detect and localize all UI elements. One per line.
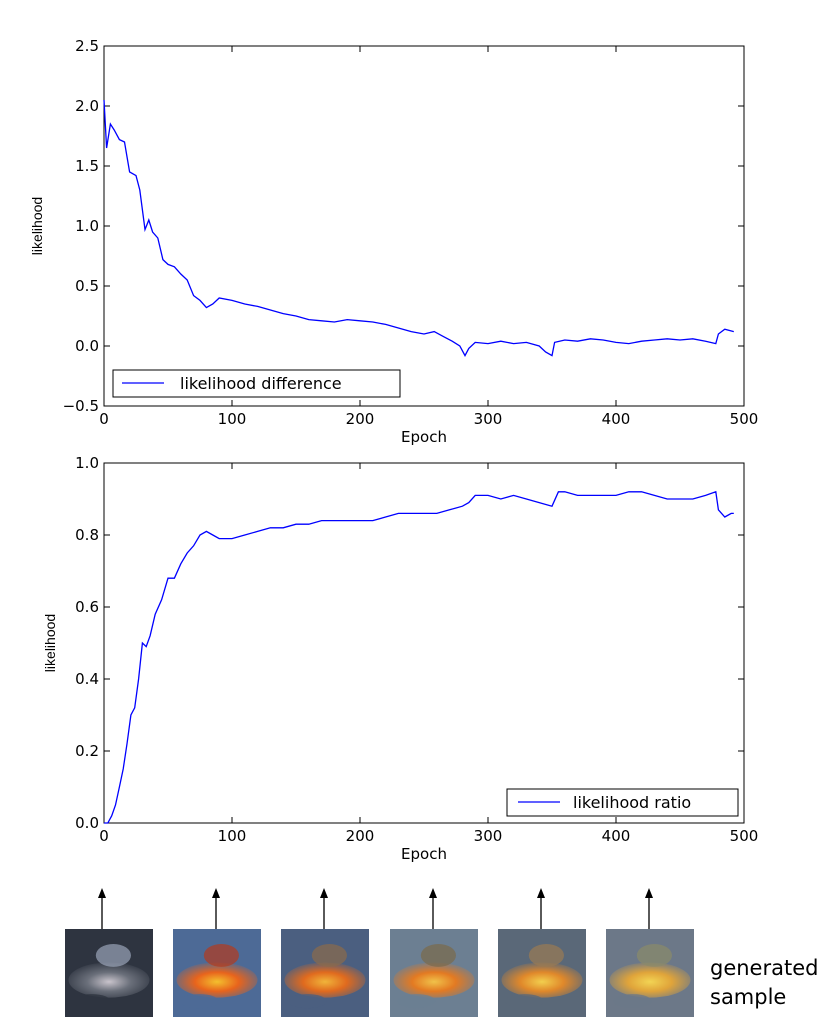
y-tick-label: 0.2 bbox=[75, 742, 99, 760]
sample-blob bbox=[393, 962, 475, 998]
chart-likelihood-difference: 0 100 200 300 400 500 −0.50.00.51.01.52.02.5 … bbox=[29, 37, 758, 446]
generated-sample-2 bbox=[173, 929, 261, 1017]
sample-bottom-shadow bbox=[613, 994, 652, 1009]
sample-top-patch bbox=[420, 943, 456, 967]
sample-top-patch bbox=[528, 943, 565, 967]
y-tick-label: 2.0 bbox=[75, 97, 99, 115]
sample-bottom-shadow bbox=[397, 994, 436, 1009]
chart-likelihood-ratio: 0 100 200 300 400 500 0.0 0.2 0.4 0.6 0.8 1.0 Epoc… bbox=[42, 454, 758, 863]
sample-blob bbox=[176, 962, 258, 998]
generated-sample-4 bbox=[390, 929, 478, 1017]
caption-generated: generated bbox=[710, 956, 818, 980]
x-ticks: 0 100 200 300 400 500 bbox=[99, 46, 758, 428]
y-ticks: −0.5 0.0 0.5 1.0 1.5 2.0 2.5 bbox=[63, 37, 744, 415]
y-ticks: 0.0 0.2 0.4 0.6 0.8 1.0 bbox=[75, 454, 744, 832]
x-axis-label: Epoch bbox=[401, 845, 447, 863]
sample-blob bbox=[609, 962, 691, 998]
sample-bottom-shadow bbox=[180, 994, 219, 1009]
x-tick-label: 500 bbox=[730, 410, 759, 428]
x-tick-label: 200 bbox=[346, 827, 375, 845]
y-tick-label: 0.8 bbox=[75, 526, 99, 544]
x-tick-label: 400 bbox=[602, 827, 631, 845]
sample-bottom-shadow bbox=[72, 994, 111, 1009]
legend-label-likelihood-ratio: likelihood ratio bbox=[573, 793, 691, 812]
y-tick-label: 0.0 bbox=[75, 337, 99, 355]
x-tick-label: 100 bbox=[218, 827, 247, 845]
generated-sample-6 bbox=[606, 929, 694, 1017]
generated-sample-5 bbox=[498, 929, 586, 1017]
up-arrow-icon bbox=[212, 888, 220, 929]
y-tick-label: 2.5 bbox=[75, 37, 99, 55]
x-tick-label: 100 bbox=[218, 410, 247, 428]
sample-blob bbox=[68, 962, 150, 998]
generated-sample-1 bbox=[65, 929, 153, 1017]
x-ticks: 0 100 200 300 400 500 bbox=[99, 463, 758, 845]
y-tick-label: 0.5 bbox=[75, 277, 99, 295]
caption-sample: sample bbox=[710, 985, 786, 1009]
sample-blob bbox=[501, 962, 583, 998]
y-tick-label: 1.5 bbox=[75, 157, 99, 175]
sample-top-patch bbox=[636, 943, 673, 967]
plot-area-frame bbox=[103, 45, 745, 407]
sample-top-patch bbox=[95, 943, 131, 967]
up-arrow-icon bbox=[537, 888, 545, 929]
up-arrow-icon bbox=[645, 888, 653, 929]
y-tick-label: 0.6 bbox=[75, 598, 99, 616]
sample-bottom-shadow bbox=[288, 994, 327, 1009]
y-tick-label: 1.0 bbox=[75, 217, 99, 235]
y-tick-label: 1.0 bbox=[75, 454, 99, 472]
legend-label-likelihood-difference: likelihood difference bbox=[180, 374, 342, 393]
x-tick-label: 300 bbox=[474, 410, 503, 428]
up-arrow-icon bbox=[429, 888, 437, 929]
sample-top-patch bbox=[311, 943, 347, 967]
y-axis-label: likelihood bbox=[42, 614, 58, 672]
sample-top-patch bbox=[203, 943, 239, 967]
x-tick-label: 0 bbox=[99, 410, 109, 428]
series-line-likelihood-ratio bbox=[104, 490, 734, 824]
x-tick-label: 300 bbox=[474, 827, 503, 845]
y-tick-label: −0.5 bbox=[63, 397, 99, 415]
y-tick-label: 0.4 bbox=[75, 670, 99, 688]
y-tick-label: 0.0 bbox=[75, 814, 99, 832]
series-line-likelihood-difference bbox=[103, 99, 734, 357]
generated-samples-row bbox=[65, 888, 694, 1017]
generated-sample-3 bbox=[281, 929, 369, 1017]
x-axis-label: Epoch bbox=[401, 428, 447, 446]
sample-bottom-shadow bbox=[505, 994, 544, 1009]
plot-area-frame bbox=[103, 462, 745, 824]
up-arrow-icon bbox=[320, 888, 328, 929]
legend: likelihood ratio bbox=[506, 788, 739, 817]
y-axis-label: likelihood bbox=[29, 197, 45, 255]
x-tick-label: 500 bbox=[730, 827, 759, 845]
x-tick-label: 0 bbox=[99, 827, 109, 845]
up-arrow-icon bbox=[98, 888, 106, 929]
sample-blob bbox=[284, 962, 366, 998]
x-tick-label: 400 bbox=[602, 410, 631, 428]
x-tick-label: 200 bbox=[346, 410, 375, 428]
legend: likelihood difference bbox=[112, 369, 401, 398]
